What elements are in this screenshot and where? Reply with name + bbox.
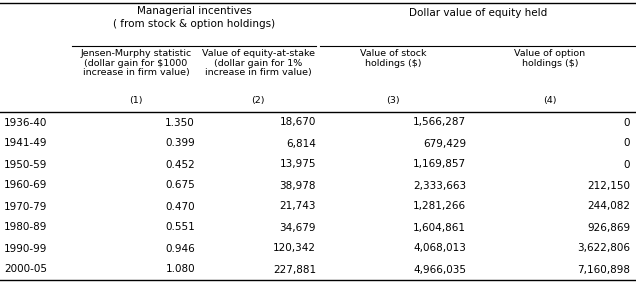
Text: 3,622,806: 3,622,806 bbox=[577, 243, 630, 253]
Text: (4): (4) bbox=[543, 96, 556, 105]
Text: 0.551: 0.551 bbox=[165, 223, 195, 233]
Text: 227,881: 227,881 bbox=[273, 264, 316, 274]
Text: holdings ($): holdings ($) bbox=[365, 58, 421, 68]
Text: 1.350: 1.350 bbox=[165, 117, 195, 127]
Text: Dollar value of equity held: Dollar value of equity held bbox=[409, 8, 547, 18]
Text: 0.452: 0.452 bbox=[165, 160, 195, 170]
Text: increase in firm value): increase in firm value) bbox=[83, 68, 190, 77]
Text: 0: 0 bbox=[623, 160, 630, 170]
Text: Value of stock: Value of stock bbox=[360, 49, 426, 58]
Text: 1936-40: 1936-40 bbox=[4, 117, 47, 127]
Text: Value of option: Value of option bbox=[515, 49, 586, 58]
Text: 1,566,287: 1,566,287 bbox=[413, 117, 466, 127]
Text: 1980-89: 1980-89 bbox=[4, 223, 47, 233]
Text: 1,604,861: 1,604,861 bbox=[413, 223, 466, 233]
Text: 0.470: 0.470 bbox=[165, 201, 195, 211]
Text: 34,679: 34,679 bbox=[279, 223, 316, 233]
Text: Value of equity-at-stake: Value of equity-at-stake bbox=[202, 49, 314, 58]
Text: 7,160,898: 7,160,898 bbox=[577, 264, 630, 274]
Text: 1950-59: 1950-59 bbox=[4, 160, 47, 170]
Text: 0: 0 bbox=[623, 139, 630, 148]
Text: 1990-99: 1990-99 bbox=[4, 243, 47, 253]
Text: 0.675: 0.675 bbox=[165, 180, 195, 190]
Text: (1): (1) bbox=[129, 96, 142, 105]
Text: Jensen-Murphy statistic: Jensen-Murphy statistic bbox=[80, 49, 191, 58]
Text: increase in firm value): increase in firm value) bbox=[205, 68, 312, 77]
Text: 4,966,035: 4,966,035 bbox=[413, 264, 466, 274]
Text: 0: 0 bbox=[623, 117, 630, 127]
Text: 18,670: 18,670 bbox=[280, 117, 316, 127]
Text: 13,975: 13,975 bbox=[279, 160, 316, 170]
Text: (dollar gain for 1%: (dollar gain for 1% bbox=[214, 58, 302, 68]
Text: (dollar gain for $1000: (dollar gain for $1000 bbox=[85, 58, 188, 68]
Text: 1960-69: 1960-69 bbox=[4, 180, 47, 190]
Text: 1,281,266: 1,281,266 bbox=[413, 201, 466, 211]
Text: 0.946: 0.946 bbox=[165, 243, 195, 253]
Text: 212,150: 212,150 bbox=[587, 180, 630, 190]
Text: (3): (3) bbox=[386, 96, 400, 105]
Text: 120,342: 120,342 bbox=[273, 243, 316, 253]
Text: Managerial incentives
( from stock & option holdings): Managerial incentives ( from stock & opt… bbox=[113, 6, 275, 29]
Text: 244,082: 244,082 bbox=[587, 201, 630, 211]
Text: 38,978: 38,978 bbox=[279, 180, 316, 190]
Text: 0.399: 0.399 bbox=[165, 139, 195, 148]
Text: 21,743: 21,743 bbox=[279, 201, 316, 211]
Text: 2,333,663: 2,333,663 bbox=[413, 180, 466, 190]
Text: holdings ($): holdings ($) bbox=[522, 58, 578, 68]
Text: 1970-79: 1970-79 bbox=[4, 201, 47, 211]
Text: 2000-05: 2000-05 bbox=[4, 264, 47, 274]
Text: 4,068,013: 4,068,013 bbox=[413, 243, 466, 253]
Text: 6,814: 6,814 bbox=[286, 139, 316, 148]
Text: 926,869: 926,869 bbox=[587, 223, 630, 233]
Text: 1941-49: 1941-49 bbox=[4, 139, 48, 148]
Text: (2): (2) bbox=[251, 96, 265, 105]
Text: 1.080: 1.080 bbox=[165, 264, 195, 274]
Text: 679,429: 679,429 bbox=[423, 139, 466, 148]
Text: 1,169,857: 1,169,857 bbox=[413, 160, 466, 170]
